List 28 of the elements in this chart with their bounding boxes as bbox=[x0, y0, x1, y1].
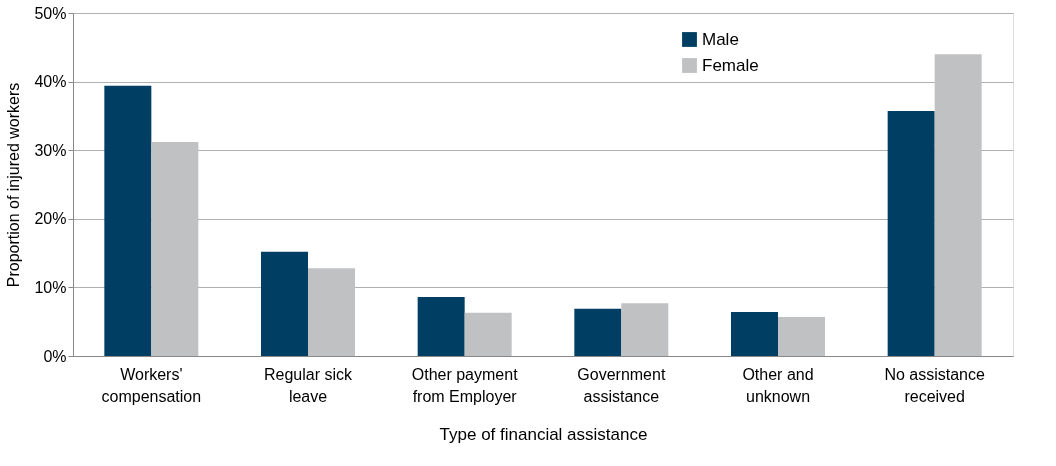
bar bbox=[934, 54, 982, 356]
y-tick-label: 10% bbox=[34, 278, 67, 296]
y-tick-label: 20% bbox=[34, 210, 67, 228]
bar bbox=[104, 85, 152, 356]
x-tick-label: Government assistance bbox=[577, 365, 666, 405]
x-tick-label: Regular sick leave bbox=[263, 365, 354, 405]
y-tick-label: 0% bbox=[43, 347, 67, 365]
x-tick-label: Other and unknown bbox=[742, 365, 814, 405]
y-tick-label: 50% bbox=[34, 4, 67, 22]
bar bbox=[464, 312, 512, 356]
legend-label: Female bbox=[702, 55, 759, 75]
bar bbox=[151, 141, 199, 356]
y-axis-title: Proportion of injured workers bbox=[5, 82, 23, 288]
bar bbox=[308, 268, 355, 356]
legend-label: Male bbox=[702, 29, 739, 49]
x-tick-label: No assistance received bbox=[884, 365, 986, 405]
x-axis-title: Type of financial assistance bbox=[439, 424, 648, 444]
bar bbox=[778, 316, 825, 356]
bar bbox=[621, 303, 669, 356]
bar bbox=[261, 251, 308, 356]
bar bbox=[574, 308, 622, 356]
bar bbox=[887, 111, 935, 356]
y-tick-label: 30% bbox=[34, 141, 67, 159]
x-tick-label: Workers' compensation bbox=[101, 365, 202, 405]
bar bbox=[417, 297, 465, 356]
x-tick-label: Other payment from Employer bbox=[411, 365, 519, 405]
y-tick-label: 40% bbox=[34, 73, 67, 91]
bar bbox=[731, 312, 778, 356]
